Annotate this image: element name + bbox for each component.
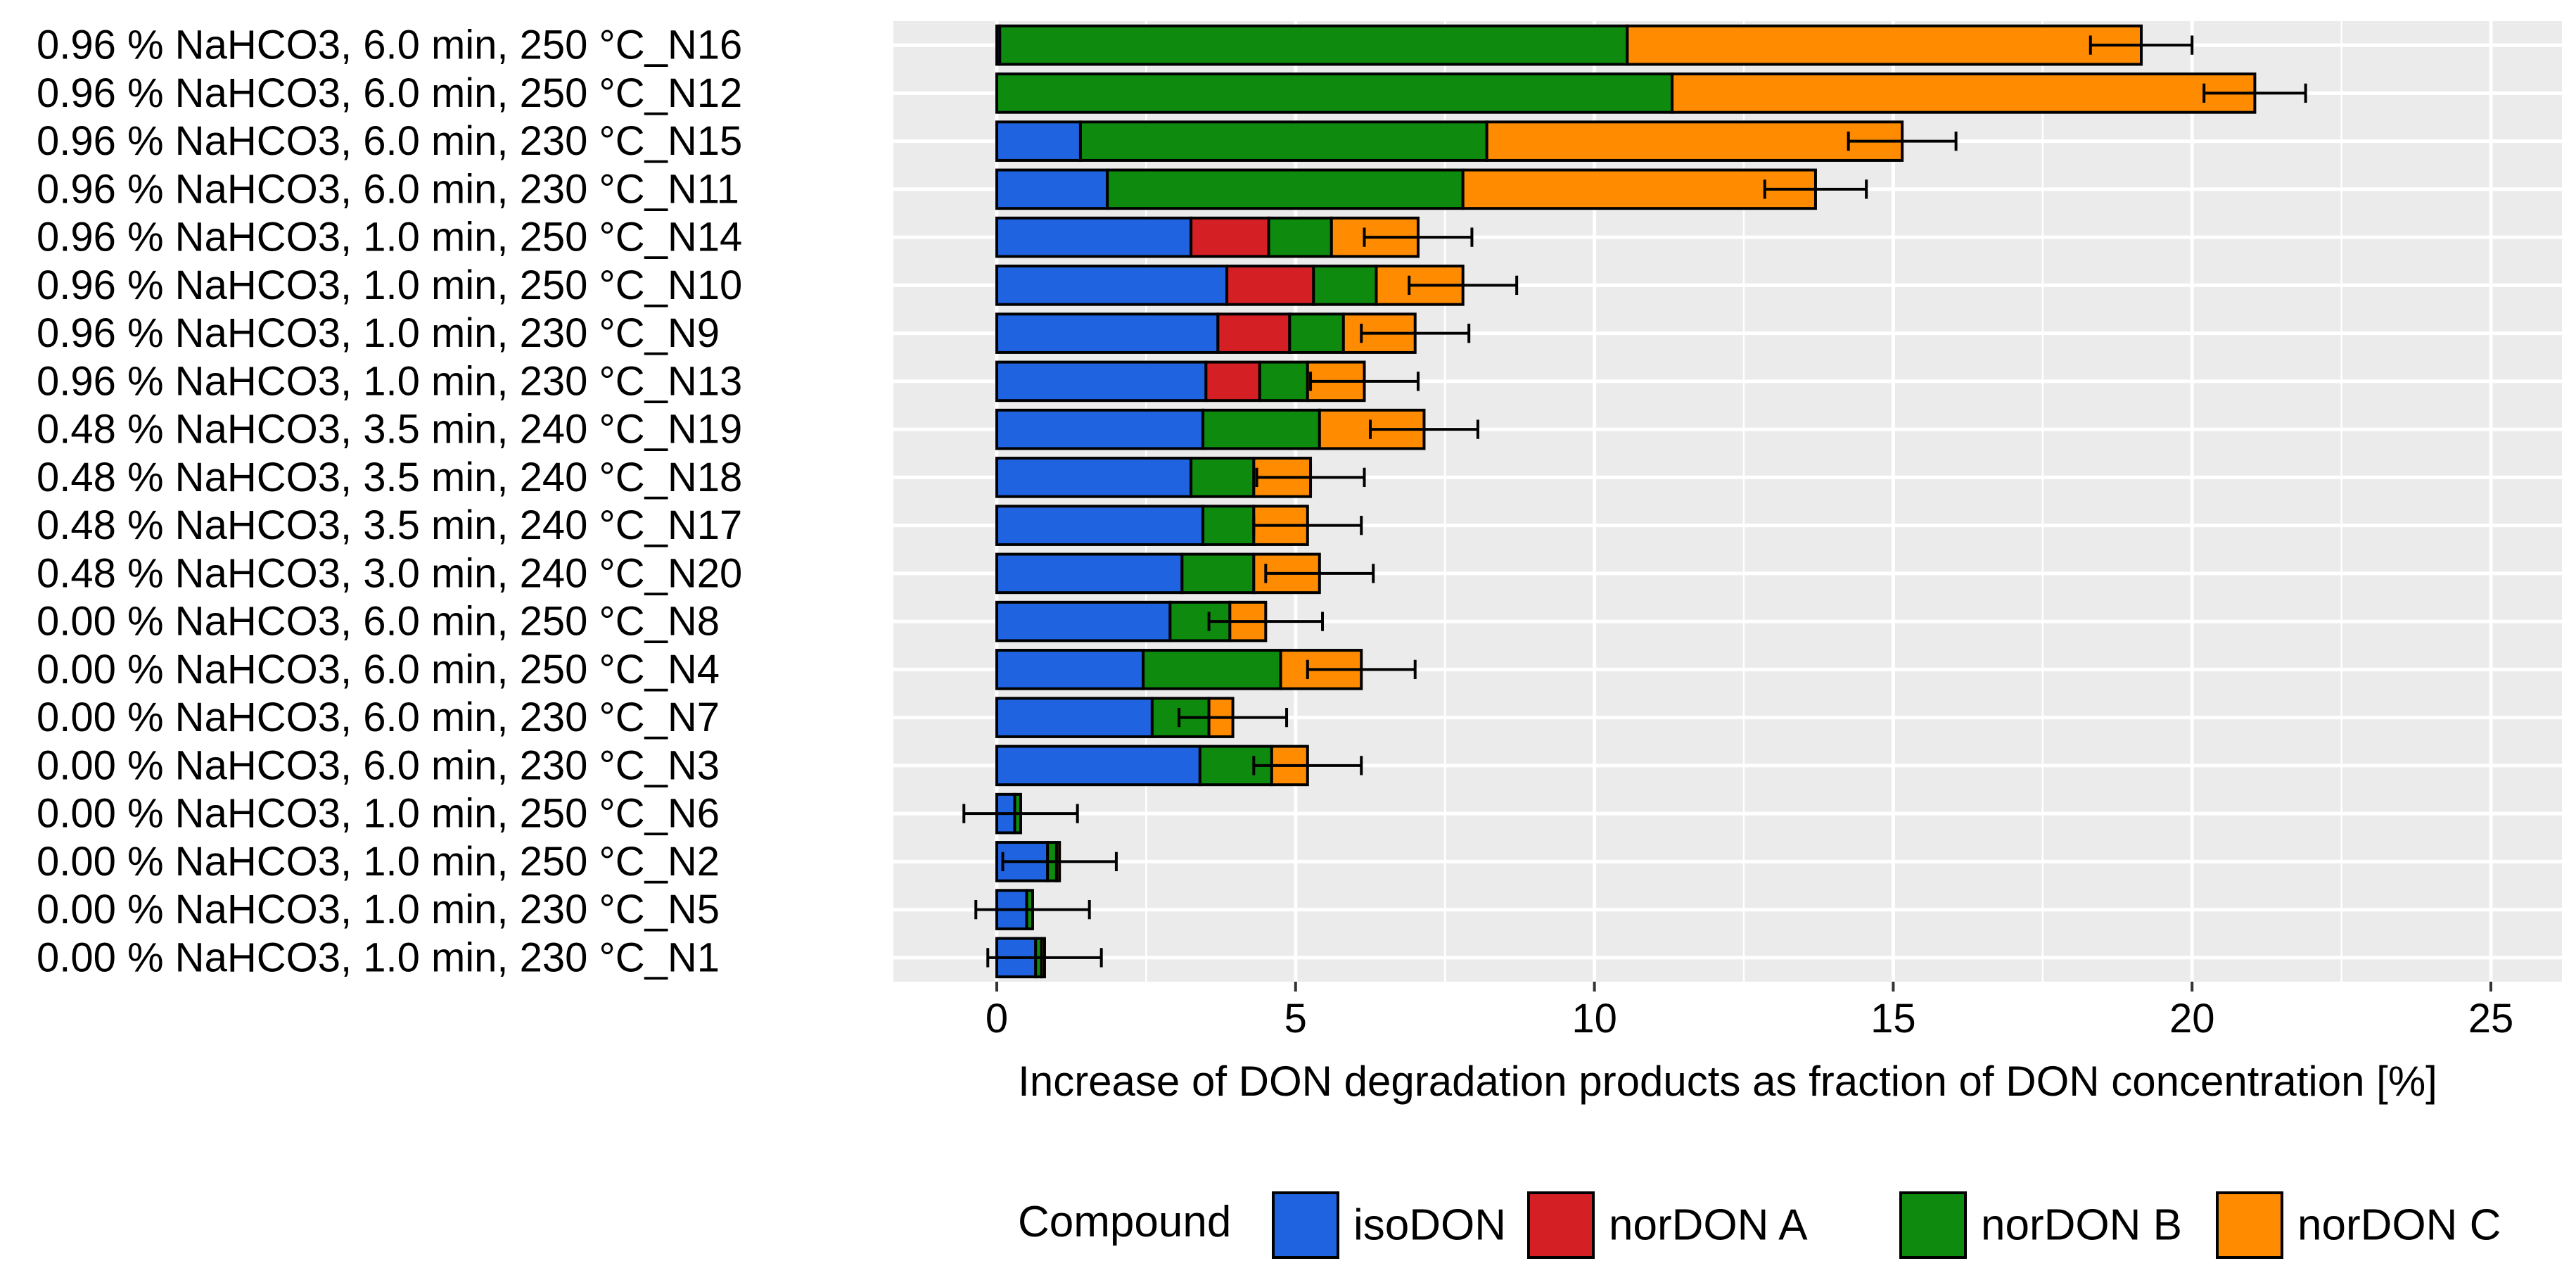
category-label: 0.96 % NaHCO3, 6.0 min, 230 °C_N15 [37,118,742,164]
bar-segment-isodon [995,697,1154,738]
category-label: 0.48 % NaHCO3, 3.5 min, 240 °C_N19 [37,407,742,452]
legend-key-nordon-c [2216,1191,2283,1259]
legend-label-nordon-c: norDON C [2297,1201,2501,1250]
legend-key-nordon-a [1527,1191,1595,1259]
bar-segment-isodon [995,505,1205,546]
category-label: 0.00 % NaHCO3, 1.0 min, 250 °C_N2 [37,839,720,885]
category-label: 0.00 % NaHCO3, 1.0 min, 250 °C_N6 [37,791,720,837]
x-axis-title: Increase of DON degradation products as … [1018,1058,2437,1105]
bar-segment-nordon-b [995,72,1674,114]
legend-label-nordon-b: norDON B [1981,1201,2182,1250]
category-label: 0.00 % NaHCO3, 1.0 min, 230 °C_N1 [37,935,720,980]
x-tick-label: 20 [2169,996,2215,1041]
error-bars [962,35,2307,968]
category-label: 0.96 % NaHCO3, 6.0 min, 250 °C_N12 [37,70,742,116]
bar-segment-isodon [995,265,1229,306]
legend-label-isodon: isoDON [1353,1201,1506,1250]
category-label: 0.96 % NaHCO3, 1.0 min, 250 °C_N10 [37,262,742,308]
bar-segment-isodon [995,360,1208,403]
bar-segment-isodon [995,552,1184,595]
category-label: 0.00 % NaHCO3, 6.0 min, 230 °C_N3 [37,742,720,788]
legend-label-nordon-a: norDON A [1609,1201,1808,1250]
bar-segment-isodon [995,216,1193,258]
bar-segment-nordon-b [1201,505,1256,546]
bar-segment-nordon-b [1190,457,1256,498]
legend: Compound isoDON norDON A norDON B norDON C [1018,1191,2501,1259]
x-tick-label: 15 [1870,996,1916,1041]
category-label: 0.96 % NaHCO3, 1.0 min, 230 °C_N13 [37,358,742,404]
bar-segment-nordon-c [1671,72,2257,114]
x-tick-label: 5 [1284,996,1307,1041]
category-label: 0.48 % NaHCO3, 3.5 min, 240 °C_N18 [37,455,742,500]
bar-segment-nordon-b [998,24,1629,66]
bar-segment-nordon-b [1267,216,1333,258]
bar-segment-nordon-b [1180,552,1256,595]
bar-segment-nordon-b [1142,649,1282,690]
x-axis-ticks: 0 5 10 15 20 25 [986,982,2513,1041]
bar-segment-isodon [995,312,1220,354]
bar-segment-isodon [995,120,1082,162]
category-label: 0.96 % NaHCO3, 1.0 min, 250 °C_N14 [37,215,742,260]
category-label: 0.48 % NaHCO3, 3.5 min, 240 °C_N17 [37,502,742,548]
category-label: 0.96 % NaHCO3, 1.0 min, 230 °C_N9 [37,310,720,356]
bar-segment-nordon-a [1190,216,1270,258]
category-label: 0.00 % NaHCO3, 1.0 min, 230 °C_N5 [37,887,720,932]
category-label: 0.48 % NaHCO3, 3.0 min, 240 °C_N20 [37,550,742,596]
x-tick-label: 0 [986,996,1008,1041]
category-label: 0.96 % NaHCO3, 6.0 min, 230 °C_N11 [37,166,739,212]
bar-segment-nordon-a [1216,312,1292,354]
bar-segment-nordon-b [1288,312,1345,354]
plot-panel [893,21,2562,982]
bar-segment-isodon [995,457,1193,498]
category-label: 0.00 % NaHCO3, 6.0 min, 230 °C_N7 [37,695,720,740]
bar-segment-nordon-b [1201,408,1321,450]
bar-segment-nordon-b [1312,265,1378,306]
category-label: 0.00 % NaHCO3, 6.0 min, 250 °C_N4 [37,647,720,692]
bar-segment-nordon-c [1461,168,1817,210]
bar-segment-nordon-b [1258,360,1309,403]
bar-segment-isodon [995,600,1172,642]
bar-segment-isodon [995,168,1109,210]
legend-title: Compound [1018,1198,1231,1246]
category-label: 0.00 % NaHCO3, 6.0 min, 250 °C_N8 [37,599,720,645]
bar-segment-isodon [995,408,1205,450]
bar-segment-nordon-b [1078,120,1488,162]
bar-segment-isodon [995,745,1201,787]
bar-segment-nordon-c [1626,24,2143,66]
bar-segment-nordon-a [1225,265,1315,306]
x-tick-label: 25 [2468,996,2514,1041]
bar-segment-nordon-b [1106,168,1465,210]
bar-segment-isodon [995,649,1145,690]
x-tick-label: 10 [1571,996,1617,1041]
legend-key-isodon [1272,1191,1339,1259]
bars [995,24,2257,979]
legend-key-nordon-b [1899,1191,1967,1259]
category-label: 0.96 % NaHCO3, 6.0 min, 250 °C_N16 [37,23,742,68]
bar-segment-nordon-c [1485,120,1904,162]
bar-segment-nordon-a [1204,360,1261,403]
